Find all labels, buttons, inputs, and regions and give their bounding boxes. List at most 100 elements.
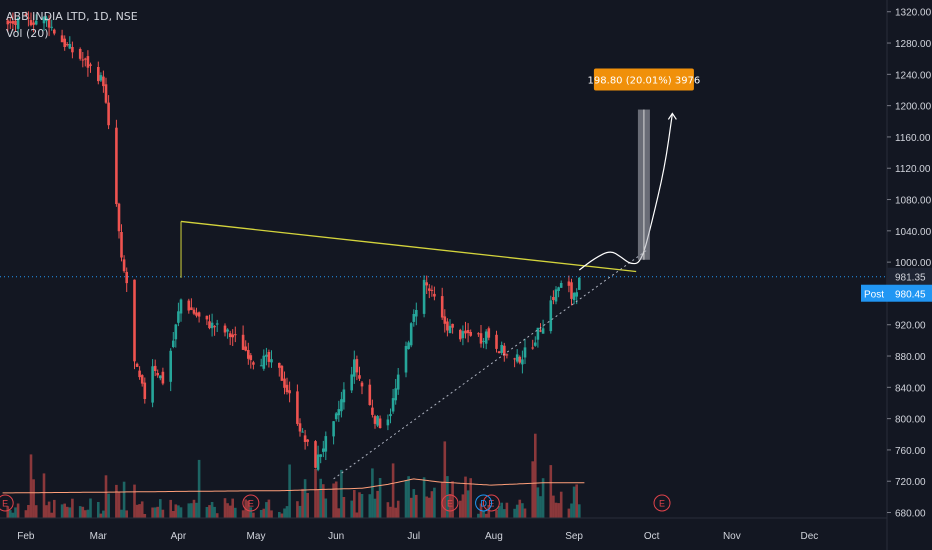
candle-body (482, 340, 485, 342)
volume-bar (247, 500, 250, 518)
candle-body (71, 47, 74, 53)
candle-body (228, 333, 232, 337)
volume-bar (241, 510, 245, 518)
candle-body (140, 375, 144, 384)
measure-label-box (593, 68, 694, 91)
descending-trendline[interactable] (180, 220, 637, 273)
volume-bar (122, 481, 126, 518)
price-tick-label: 1040.00 (895, 227, 932, 238)
earnings-marker[interactable] (441, 494, 459, 512)
volume-bar (391, 463, 395, 518)
dividend-marker[interactable] (475, 494, 493, 512)
candle-body (396, 374, 400, 390)
volume-bar (205, 507, 209, 518)
volume-bar (265, 502, 268, 518)
volume-bar (484, 513, 488, 518)
volume-bar (394, 507, 397, 518)
volume-bar (554, 502, 558, 518)
volume-bar (409, 497, 413, 518)
volume-bar (135, 504, 139, 518)
volume-bar (513, 508, 516, 518)
candle-body (16, 18, 20, 29)
earnings-marker[interactable] (0, 494, 14, 512)
candle-body (570, 282, 573, 299)
volume-bar (296, 501, 299, 518)
volume-bar (213, 506, 216, 518)
candle-body (319, 454, 322, 457)
candle-body (337, 409, 341, 416)
price-tick-label: 840.00 (895, 383, 926, 394)
volume-bar (407, 476, 410, 518)
volume-bar (570, 503, 573, 518)
candle-body (389, 414, 392, 417)
volume-bar (223, 498, 227, 518)
volume-bar (179, 507, 183, 518)
candle-body (104, 84, 108, 103)
candle-body (6, 20, 10, 25)
volume-bar (34, 505, 38, 518)
volume-bar (226, 503, 229, 518)
volume-bar (210, 502, 214, 518)
volume-bar (215, 513, 219, 518)
candle-body (443, 316, 447, 324)
projection-path[interactable] (578, 113, 673, 271)
volume-bar (371, 468, 374, 518)
volume-bar (531, 461, 534, 518)
candle-body (197, 312, 201, 317)
volume-bar (469, 478, 472, 518)
volume-bar (99, 513, 103, 518)
candle-body (479, 333, 483, 344)
candle-body (156, 373, 159, 376)
volume-bar (153, 507, 157, 518)
candle-body (262, 355, 266, 369)
volume-bar (521, 503, 524, 518)
volume-bar (50, 512, 53, 518)
earnings-marker-label: E (447, 499, 453, 509)
volume-bar (425, 496, 428, 518)
price-tick-label: 760.00 (895, 446, 926, 457)
earnings-marker[interactable] (653, 494, 671, 512)
candle-body (60, 35, 64, 43)
candle-body (174, 324, 178, 340)
volume-bar (353, 490, 356, 518)
candle-body (316, 454, 320, 470)
volume-bar (428, 497, 431, 518)
volume-bar (278, 512, 281, 518)
candle-body (358, 375, 361, 379)
volume-bar (451, 481, 454, 518)
candle-body (11, 21, 15, 24)
candle-body (115, 127, 118, 204)
candle-body (415, 310, 418, 317)
last-price-value: 981.35 (895, 273, 926, 284)
candle-body (371, 407, 374, 415)
candle-body (332, 421, 335, 437)
earnings-marker-label: E (248, 499, 254, 509)
arrowhead-icon (667, 112, 677, 120)
candle-body (554, 289, 558, 302)
earnings-marker[interactable] (482, 494, 500, 512)
volume-bar (332, 483, 335, 518)
volume-bar (477, 513, 480, 518)
candle-body (353, 359, 356, 377)
candle-body (552, 297, 555, 300)
candle-body (461, 331, 465, 339)
candle-body (86, 56, 90, 68)
candle-body (578, 277, 581, 290)
time-tick-label: Nov (723, 531, 741, 542)
volume-bar (280, 513, 284, 518)
candle-body (513, 358, 516, 360)
volume-bar (133, 484, 136, 518)
candle-body (557, 287, 560, 291)
volume-bar (288, 464, 291, 518)
earnings-marker[interactable] (242, 494, 260, 512)
price-tick-label: 1200.00 (895, 102, 932, 113)
volume-bar (16, 503, 20, 518)
candle-body (559, 283, 563, 288)
post-price-tag (887, 284, 932, 302)
candle-body (63, 38, 66, 47)
volume-bar (334, 481, 338, 518)
candle-body (161, 371, 165, 384)
